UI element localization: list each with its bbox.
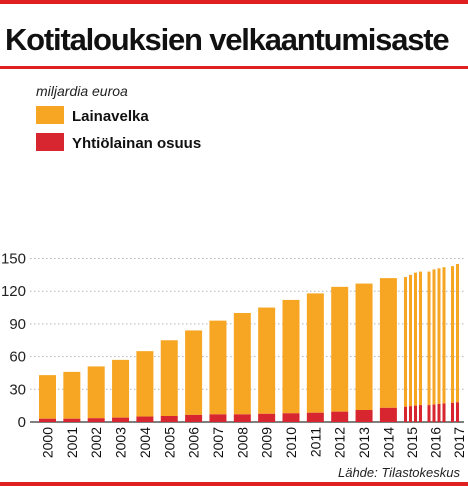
x-tick-label: 2006 <box>186 427 202 458</box>
bar-2016-q2-company <box>432 404 436 422</box>
bar-2012-company <box>331 411 349 422</box>
bar-2012-loan <box>331 286 349 412</box>
x-tick-label: 2003 <box>113 427 129 458</box>
bottom-rule <box>0 482 468 486</box>
x-tick-label: 2013 <box>356 427 372 458</box>
x-tick-label: 2010 <box>283 427 299 458</box>
bar-2009-loan <box>258 307 276 414</box>
bar-2015-q3-loan <box>414 272 417 406</box>
y-tick-label: 30 <box>9 381 26 398</box>
bar-2016-q3-company <box>437 404 441 422</box>
chart-title: Kotitalouksien velkaantumisaste <box>5 22 450 57</box>
x-tick-label: 2000 <box>40 427 56 458</box>
legend-label-loan: Lainavelka <box>72 108 149 125</box>
x-tick-label: 2001 <box>64 427 80 458</box>
y-tick-label: 120 <box>1 283 26 300</box>
x-tick-label: 2011 <box>307 427 323 457</box>
bar-2017-q1-company <box>451 402 454 422</box>
bar-2008-company <box>233 414 251 422</box>
bars <box>39 263 459 422</box>
legend-swatch-loan <box>36 106 64 124</box>
bar-2005-company <box>160 416 178 422</box>
bar-2007-loan <box>209 320 227 415</box>
x-tick-label: 2015 <box>404 427 420 458</box>
x-axis-ticks: 2000 2001 2002 2003 2004 2005 2006 2007 2008 2009… <box>40 427 468 458</box>
y-tick-label: 150 <box>1 251 26 268</box>
bar-2014-company <box>379 407 397 422</box>
bar-2001-loan <box>63 371 81 419</box>
source-note: Lähde: Tilastokeskus <box>338 465 461 480</box>
bar-2011-loan <box>306 293 324 413</box>
bar-2003-loan <box>112 359 130 418</box>
bar-2015-q2-company <box>409 406 412 422</box>
bar-2000-loan <box>39 375 56 419</box>
x-tick-label: 2016 <box>428 427 444 458</box>
bar-2006-loan <box>185 330 203 415</box>
bar-2015-q3-company <box>414 405 417 422</box>
bar-2015-q4-loan <box>419 271 422 406</box>
bar-2017-q1-loan <box>451 266 454 403</box>
x-tick-label: 2014 <box>380 427 396 458</box>
bar-2016-q3-loan <box>437 268 441 405</box>
bar-2013-company <box>355 410 373 422</box>
legend: Lainavelka Yhtiölainan osuus <box>36 106 201 152</box>
bar-2015-q2-loan <box>409 274 412 407</box>
y-axis-ticks: 0 30 60 90 120 150 <box>1 251 26 432</box>
unit-label: miljardia euroa <box>36 83 128 99</box>
bar-2010-company <box>282 413 300 422</box>
bar-2010-loan <box>282 299 300 414</box>
bar-2011-company <box>306 412 324 422</box>
legend-swatch-company <box>36 133 64 151</box>
bar-2004-loan <box>136 351 154 417</box>
y-tick-label: 90 <box>9 316 26 333</box>
x-tick-label: 2002 <box>88 427 104 458</box>
legend-label-company: Yhtiölainan osuus <box>72 135 201 152</box>
bar-2009-company <box>258 413 276 422</box>
bar-2016-q1-loan <box>427 271 431 406</box>
x-tick-label: 2005 <box>161 427 177 458</box>
y-tick-label: 0 <box>18 414 26 431</box>
x-tick-label: 2017 <box>451 427 467 458</box>
bar-2017-q2-company <box>456 402 459 422</box>
bar-2016-q4-loan <box>442 267 446 404</box>
bar-2007-company <box>209 414 227 422</box>
bar-2014-loan <box>379 278 397 408</box>
bar-2017-q2-loan <box>456 263 459 403</box>
bar-2006-company <box>185 414 203 422</box>
bar-2015-q1-loan <box>404 277 407 407</box>
bar-2000-company <box>39 418 56 422</box>
bar-2004-company <box>136 416 154 422</box>
bar-2003-company <box>112 417 130 422</box>
bar-2015-q1-company <box>404 406 407 422</box>
bar-2002-loan <box>87 366 105 419</box>
x-tick-label: 2007 <box>210 427 226 458</box>
title-rule <box>0 66 468 69</box>
bar-2002-company <box>87 418 105 422</box>
top-rule <box>0 0 468 4</box>
bar-2016-q1-company <box>427 405 431 422</box>
x-tick-label: 2004 <box>137 427 153 458</box>
bar-2016-q4-company <box>442 403 446 422</box>
x-tick-label: 2012 <box>332 427 348 458</box>
bar-2015-q4-company <box>419 405 422 422</box>
bar-2005-loan <box>160 340 178 417</box>
x-tick-label: 2009 <box>259 427 275 458</box>
bar-2013-loan <box>355 283 373 411</box>
x-tick-label: 2008 <box>234 427 250 458</box>
y-tick-label: 60 <box>9 349 26 366</box>
bar-2001-company <box>63 418 81 422</box>
bar-2016-q2-loan <box>432 269 436 405</box>
bar-2008-loan <box>233 313 251 415</box>
